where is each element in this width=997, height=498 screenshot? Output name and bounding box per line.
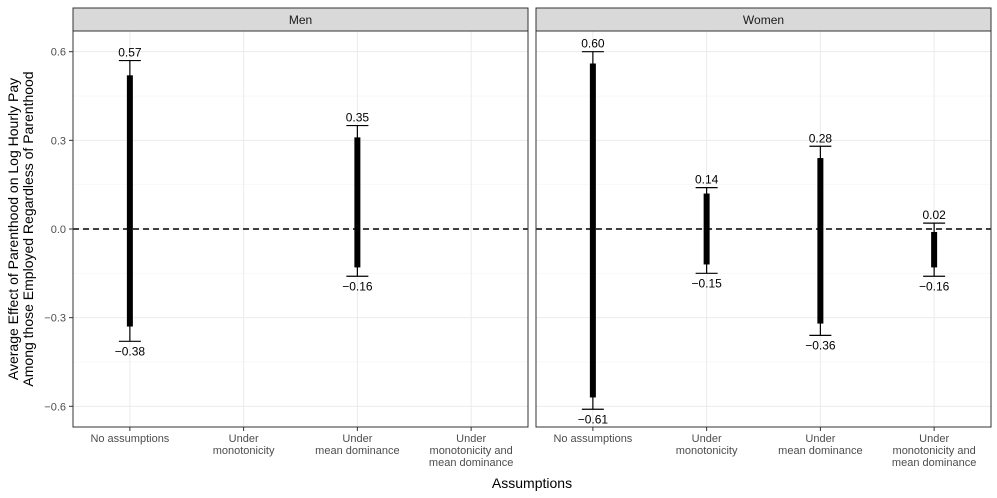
x-tick-label-line: No assumptions xyxy=(553,433,632,445)
facet-strip xyxy=(72,7,529,32)
x-tick-label: Under monotonicity and mean dominance xyxy=(892,433,976,469)
lower-bound-label: −0.38 xyxy=(115,344,146,358)
y-tick-label: −0.6 xyxy=(44,401,66,413)
upper-bound-label: 0.14 xyxy=(695,173,719,187)
x-tick-label-line: Under xyxy=(805,433,835,445)
x-tick-label-line: monotonicity and xyxy=(430,445,513,457)
x-tick-label: No assumptions xyxy=(553,433,632,445)
lower-bound-label: −0.16 xyxy=(342,279,373,293)
x-tick-label-line: monotonicity xyxy=(213,445,275,457)
panel-women: 0.60 −0.61 0.14 −0.15 0.28 −0.36 0.02 −0.16 Wome… xyxy=(535,7,992,469)
bounds-bar xyxy=(354,137,361,268)
x-tick-label: No assumptions xyxy=(90,433,169,445)
lower-bound-label: −0.15 xyxy=(691,276,722,290)
x-tick-label-line: monotonicity and xyxy=(893,445,976,457)
upper-bound-label: 0.60 xyxy=(581,37,605,51)
x-tick-label-line: No assumptions xyxy=(90,433,169,445)
facet-strip xyxy=(535,7,992,32)
bounds-bar xyxy=(931,231,938,268)
panel-men: 0.57 −0.38 0.35 −0.16 Men No assumptions Under… xyxy=(72,7,529,469)
bounds-bar xyxy=(703,193,710,265)
x-tick-label-line: mean dominance xyxy=(892,457,976,469)
y-axis-title-line: Average Effect of Parenthood on Log Hour… xyxy=(5,78,21,380)
y-tick-label: 0.0 xyxy=(51,224,66,236)
x-tick-label-line: mean dominance xyxy=(315,445,399,457)
upper-bound-label: 0.57 xyxy=(118,46,142,60)
y-tick-label: 0.3 xyxy=(51,135,66,147)
facet-strip-label: Women xyxy=(743,13,784,27)
y-tick-label: 0.6 xyxy=(51,47,66,59)
y-tick-label: −0.3 xyxy=(44,313,66,325)
upper-bound-label: 0.02 xyxy=(922,208,946,222)
lower-bound-label: −0.61 xyxy=(578,412,609,426)
x-tick-label-line: monotonicity xyxy=(676,445,738,457)
x-tick-label: Under mean dominance xyxy=(778,433,862,457)
upper-bound-label: 0.35 xyxy=(346,111,370,125)
y-axis-title-line: Among those Employed Regardless of Paren… xyxy=(20,71,36,386)
facet-strip-label: Men xyxy=(289,13,312,27)
y-axis-title: Average Effect of Parenthood on Log Hour… xyxy=(5,71,36,386)
x-tick-label-line: Under xyxy=(229,433,259,445)
x-tick-label: Under monotonicity xyxy=(213,433,275,457)
x-tick-label-line: Under xyxy=(919,433,949,445)
lower-bound-label: −0.16 xyxy=(919,279,950,293)
bounds-bar xyxy=(589,63,596,398)
x-tick-label-line: mean dominance xyxy=(778,445,862,457)
x-tick-label: Under monotonicity and mean dominance xyxy=(429,433,513,469)
upper-bound-label: 0.28 xyxy=(809,131,833,145)
x-tick-label: Under monotonicity xyxy=(676,433,738,457)
x-tick-label-line: Under xyxy=(456,433,486,445)
x-axis-title: Assumptions xyxy=(492,475,572,491)
x-tick-label-line: Under xyxy=(342,433,372,445)
x-tick-label-line: mean dominance xyxy=(429,457,513,469)
x-tick-label-line: Under xyxy=(692,433,722,445)
bounds-bar xyxy=(126,75,133,327)
bounds-bar xyxy=(817,158,824,324)
lower-bound-label: −0.36 xyxy=(805,338,836,352)
x-tick-label: Under mean dominance xyxy=(315,433,399,457)
